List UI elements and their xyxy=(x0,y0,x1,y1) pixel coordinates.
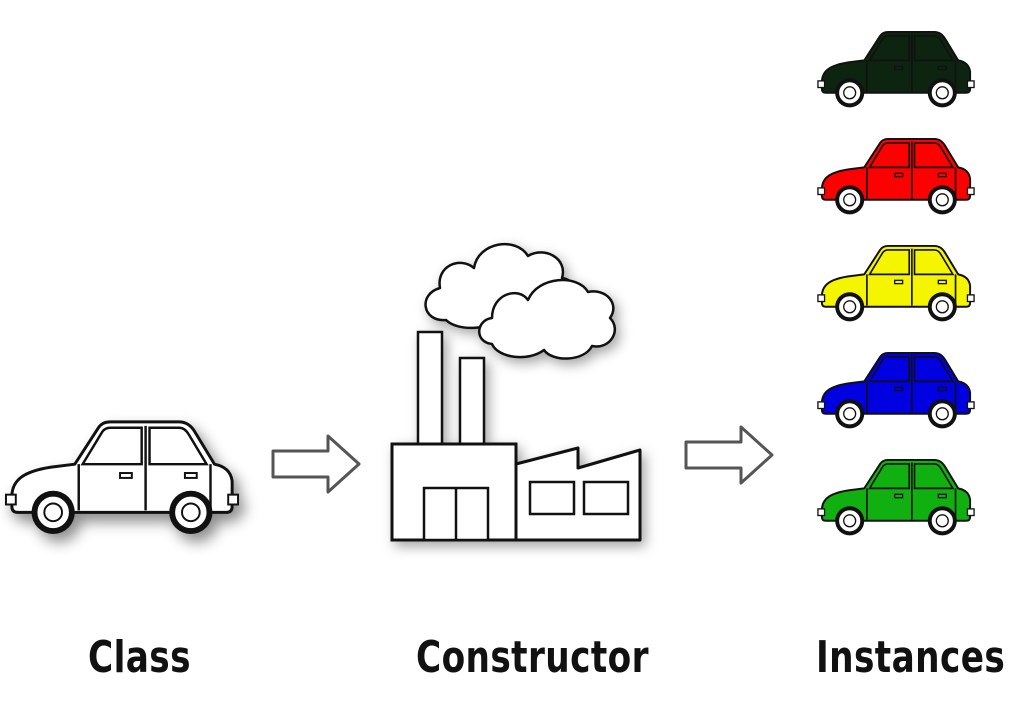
car-filled-icon xyxy=(812,24,980,110)
instance-car-tile xyxy=(810,341,983,431)
instance-car-tile xyxy=(810,234,983,324)
instance-car-tile xyxy=(810,448,983,538)
instances-label: Instances xyxy=(816,632,1006,683)
car-filled-icon xyxy=(812,131,980,217)
factory-icon xyxy=(388,232,648,544)
right-arrow-icon xyxy=(683,424,775,486)
car-filled-icon xyxy=(812,452,980,538)
instance-car-tile xyxy=(810,127,983,217)
smoke-cloud-icon xyxy=(424,242,617,360)
car-filled-icon xyxy=(812,345,980,431)
right-arrow-icon xyxy=(270,433,362,495)
class-label: Class xyxy=(88,632,191,683)
class-car-icon xyxy=(4,410,240,538)
car-filled-icon xyxy=(812,238,980,324)
instance-car-tile xyxy=(810,20,983,110)
constructor-label: Constructor xyxy=(416,632,649,683)
